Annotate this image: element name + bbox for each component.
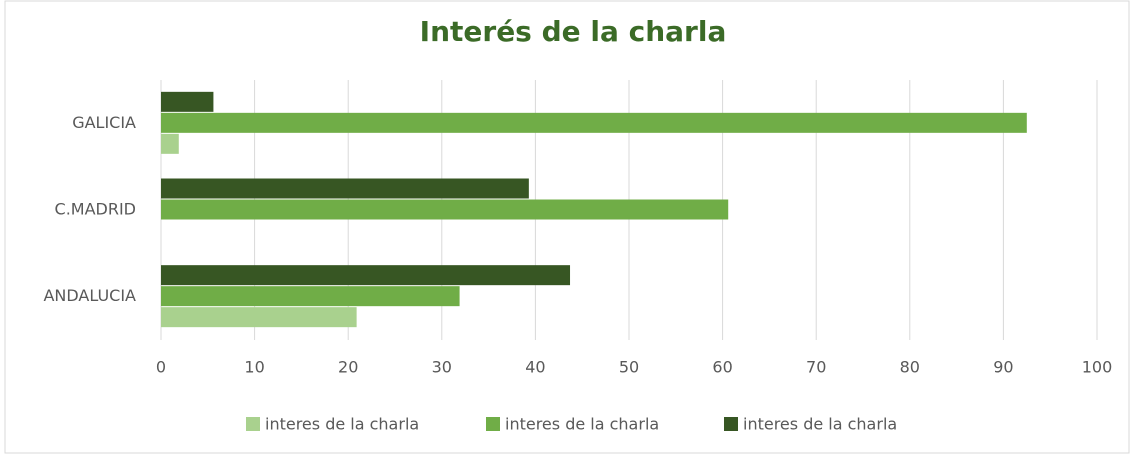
x-tick-label: 10 xyxy=(244,358,264,377)
y-tick-label: GALICIA xyxy=(72,113,136,132)
legend-label: interes de la charla xyxy=(265,415,419,434)
x-tick-label: 80 xyxy=(900,358,920,377)
x-tick-label: 60 xyxy=(712,358,732,377)
bar xyxy=(161,265,571,286)
bar xyxy=(161,307,357,328)
x-tick-label: 70 xyxy=(806,358,826,377)
bar xyxy=(161,286,460,307)
x-tick-label: 100 xyxy=(1082,358,1113,377)
bar xyxy=(161,91,214,112)
x-tick-label: 90 xyxy=(993,358,1013,377)
legend-label: interes de la charla xyxy=(505,415,659,434)
bar xyxy=(161,133,179,154)
bar xyxy=(161,112,1027,133)
chart-border xyxy=(4,0,1130,454)
legend-swatch xyxy=(486,417,500,431)
bar xyxy=(161,199,729,220)
bar xyxy=(161,178,529,199)
chart-title: Interés de la charla xyxy=(420,15,727,48)
x-tick-label: 20 xyxy=(338,358,358,377)
legend-swatch xyxy=(246,417,260,431)
legend-swatch xyxy=(724,417,738,431)
x-tick-label: 30 xyxy=(432,358,452,377)
y-tick-label: C.MADRID xyxy=(55,200,136,219)
x-tick-label: 40 xyxy=(525,358,545,377)
x-tick-label: 50 xyxy=(619,358,639,377)
y-tick-label: ANDALUCIA xyxy=(43,286,136,305)
x-tick-label: 0 xyxy=(156,358,166,377)
legend-label: interes de la charla xyxy=(743,415,897,434)
